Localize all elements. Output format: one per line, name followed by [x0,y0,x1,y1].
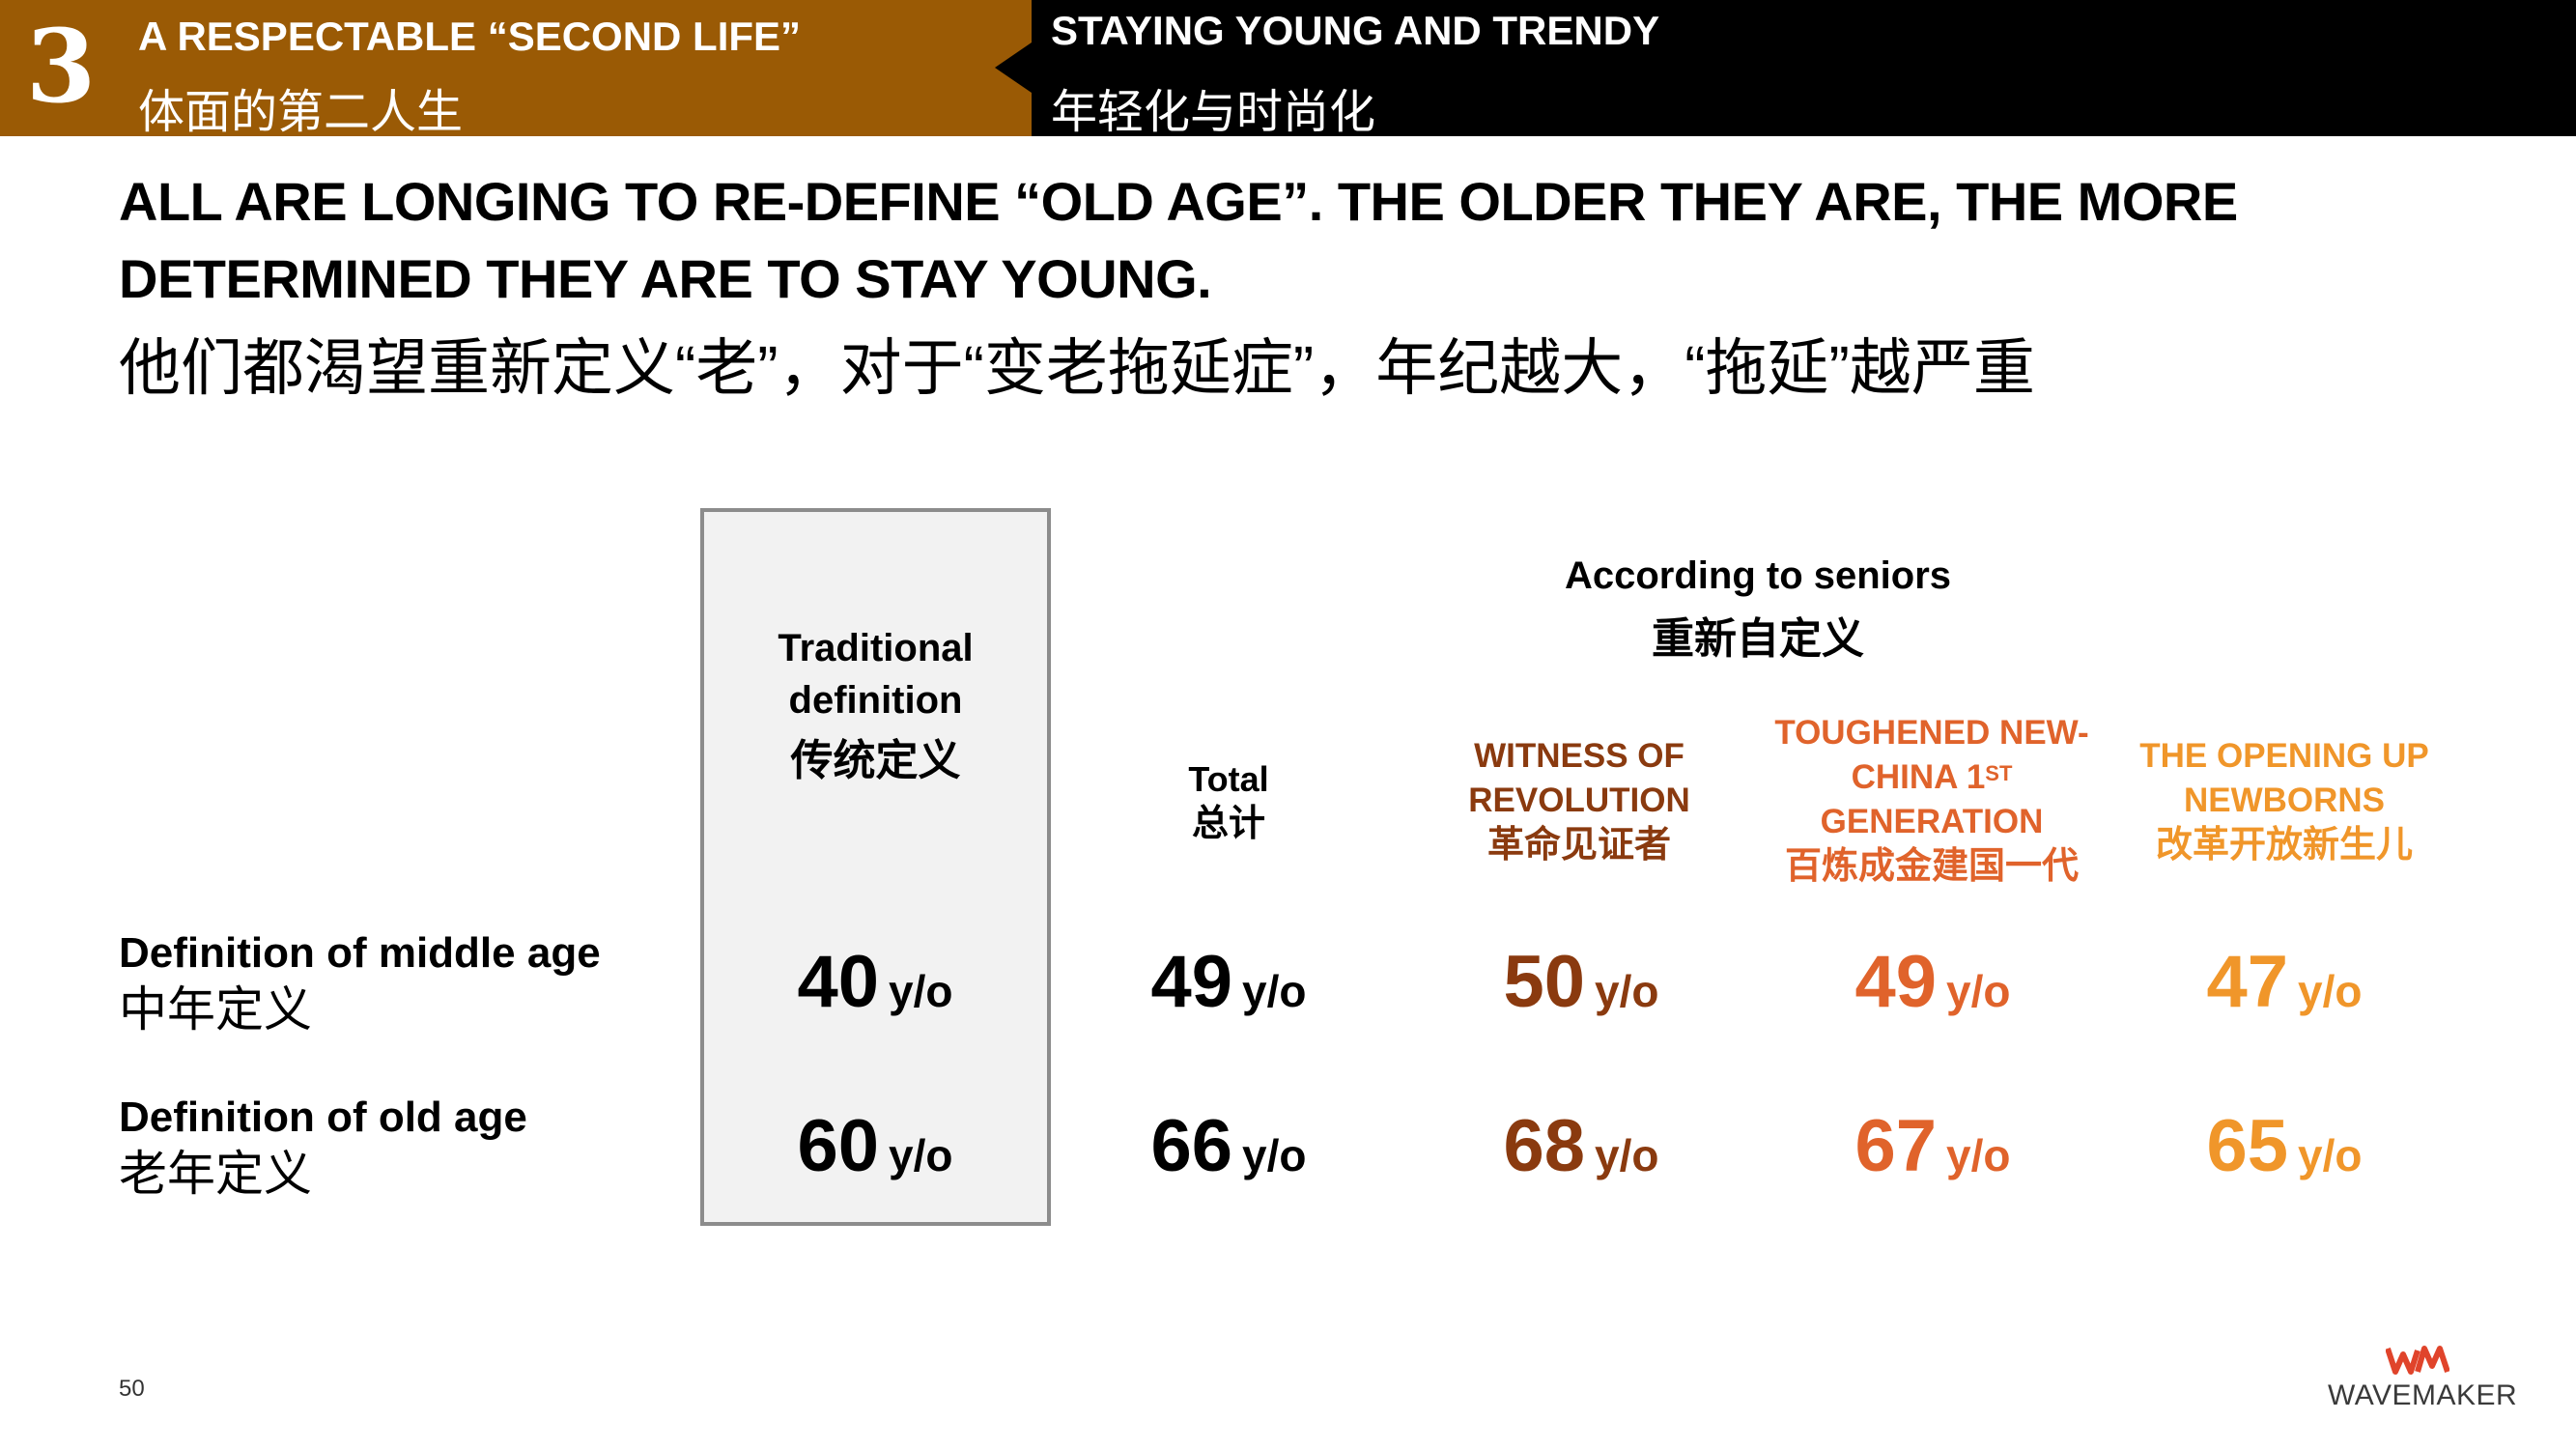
toughened-header-cn: 百炼成金建国一代 [1784,846,2079,887]
toughened-header-sup: ST [1985,761,2013,785]
witness-header-en-1: WITNESS OF [1474,737,1684,775]
wavemaker-logo-text: WAVEMAKER [2328,1379,2518,1411]
value-middle-toughened: 49 y/o [1854,941,2011,1023]
opening-header-en-2: NEWBORNS [2183,781,2386,819]
traditional-header-cn: 传统定义 [790,737,961,784]
section-number: 3 [25,7,97,126]
value-old-traditional: 60 y/o [797,1105,953,1187]
total-header: Total 总计 [1132,757,1325,846]
header-subsection-bar [1032,0,2576,136]
total-header-en: Total [1188,759,1269,799]
value-old-total: 66 y/o [1150,1105,1307,1187]
opening-header: THE OPENING UP NEWBORNS 改革开放新生儿 [2125,734,2444,867]
according-header-cn: 重新自定义 [1652,615,1864,663]
wavemaker-logo-icon [2386,1346,2449,1375]
witness-header: WITNESS OF REVOLUTION 革命见证者 [1430,734,1729,867]
value-middle-opening: 47 y/o [2206,941,2363,1023]
value-old-toughened: 67 y/o [1854,1105,2011,1187]
value-middle-witness: 50 y/o [1503,941,1659,1023]
headline-line-1: ALL ARE LONGING TO RE-DEFINE “OLD AGE”. … [119,171,2238,232]
row-label-old-age-en: Definition of old age [119,1094,527,1141]
traditional-header: Traditional definition 传统定义 [700,622,1051,788]
row-label-old-age-cn: 老年定义 [119,1147,312,1201]
toughened-header: TOUGHENED NEW- CHINA 1ST GENERATION 百炼成金… [1748,711,2115,889]
witness-header-en-2: REVOLUTION [1468,781,1690,819]
value-old-opening: 65 y/o [2206,1105,2363,1187]
row-label-middle-age: Definition of middle age 中年定义 [119,925,601,1037]
value-middle-traditional: 40 y/o [797,941,953,1023]
toughened-header-en-3: GENERATION [1820,803,2044,840]
according-to-seniors-header: According to seniors 重新自定义 [1372,549,2144,667]
headline-line-2: DETERMINED THEY ARE TO STAY YOUNG. [119,248,1212,309]
toughened-header-en-2a: CHINA 1 [1851,758,1986,796]
toughened-header-en-1: TOUGHENED NEW- [1774,714,2089,752]
witness-header-cn: 革命见证者 [1486,825,1671,866]
total-header-cn: 总计 [1191,804,1265,844]
opening-header-en-1: THE OPENING UP [2139,737,2429,775]
headline-chinese: 他们都渴望重新定义“老”，对于“变老拖延症”，年纪越大，“拖延”越严重 [119,333,2035,403]
traditional-header-en-2: definition [788,679,963,722]
row-label-middle-age-cn: 中年定义 [119,982,312,1037]
opening-header-cn: 改革开放新生儿 [2155,825,2413,866]
according-header-en: According to seniors [1564,554,1952,597]
value-old-witness: 68 y/o [1503,1105,1659,1187]
section-title-en: A RESPECTABLE “SECOND LIFE” [138,14,802,59]
subsection-title-en: STAYING YOUNG AND TRENDY [1051,8,1660,53]
page-number: 50 [119,1376,145,1402]
header-section-bar [0,0,1032,136]
toughened-header-en-2: CHINA 1ST [1748,755,2115,800]
row-label-old-age: Definition of old age 老年定义 [119,1090,527,1202]
traditional-column-box [700,508,1051,1226]
arrow-left-icon [995,43,1032,93]
section-title-cn: 体面的第二人生 [138,87,464,138]
row-label-middle-age-en: Definition of middle age [119,929,601,977]
subsection-title-cn: 年轻化与时尚化 [1051,87,1376,138]
value-middle-total: 49 y/o [1150,941,1307,1023]
traditional-header-en-1: Traditional [778,627,974,669]
